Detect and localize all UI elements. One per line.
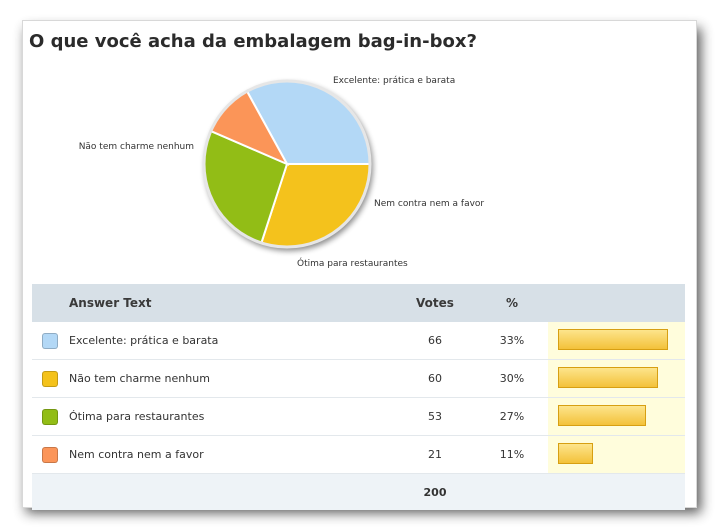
- vote-percent: 11%: [476, 435, 548, 474]
- answer-text: Ótima para restaurantes: [67, 397, 394, 436]
- pie-label-otima-restaurantes: Ótima para restaurantes: [297, 257, 408, 269]
- color-swatch: [42, 446, 58, 463]
- column-header-answer: Answer Text: [32, 284, 394, 322]
- column-header-votes: Votes: [394, 284, 476, 322]
- pie-chart: Excelente: prática e barata Não tem charm…: [79, 76, 485, 269]
- answer-text: Nem contra nem a favor: [67, 435, 394, 474]
- color-swatch: [42, 370, 58, 387]
- vote-count: 60: [394, 359, 476, 398]
- table-header-row: Answer Text Votes %: [32, 284, 685, 322]
- table-row: Excelente: prática e barata 66 33%: [32, 322, 685, 360]
- vote-bar: [558, 443, 593, 464]
- table-footer-row: 200: [32, 473, 685, 510]
- vote-bar: [558, 405, 646, 426]
- pie-label-nem-contra: Nem contra nem a favor: [374, 199, 484, 209]
- column-header-percent: %: [476, 284, 548, 322]
- poll-results-card: O que você acha da embalagem bag-in-box?…: [22, 20, 697, 510]
- vote-bar: [558, 329, 668, 350]
- table-row: Não tem charme nenhum 60 30%: [32, 359, 685, 398]
- vote-count: 66: [394, 322, 476, 360]
- pie-label-excelente: Excelente: prática e barata: [333, 76, 455, 86]
- table-row: Nem contra nem a favor 21 11%: [32, 435, 685, 474]
- answer-text: Excelente: prática e barata: [67, 322, 394, 360]
- vote-bar: [558, 367, 658, 388]
- vote-percent: 33%: [476, 322, 548, 360]
- pie-label-nao-tem-charme: Não tem charme nenhum: [79, 142, 194, 152]
- poll-question: O que você acha da embalagem bag-in-box?: [29, 31, 477, 52]
- vote-percent: 30%: [476, 359, 548, 398]
- vote-count: 21: [394, 435, 476, 474]
- vote-count: 53: [394, 397, 476, 436]
- table-row: Ótima para restaurantes 53 27%: [32, 397, 685, 436]
- answer-text: Não tem charme nenhum: [67, 359, 394, 398]
- pie-rim: [202, 79, 372, 249]
- color-swatch: [42, 408, 58, 425]
- column-header-bar: [548, 284, 685, 322]
- total-votes: 200: [394, 473, 476, 510]
- color-swatch: [42, 332, 58, 349]
- vote-percent: 27%: [476, 397, 548, 436]
- results-table: Answer Text Votes % Excelente: prática e…: [32, 284, 685, 510]
